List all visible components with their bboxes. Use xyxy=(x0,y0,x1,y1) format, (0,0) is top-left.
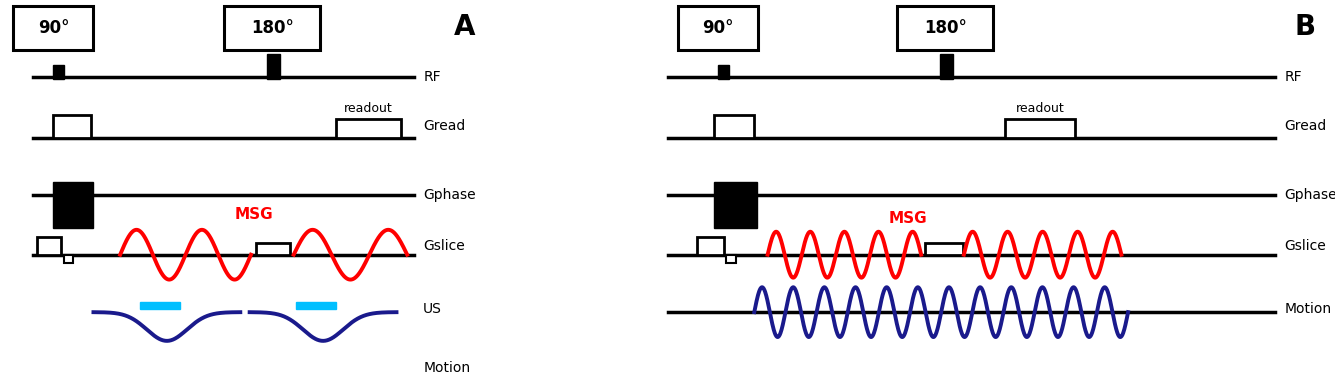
Bar xyxy=(1005,119,1075,138)
Bar xyxy=(336,119,400,138)
Bar xyxy=(697,237,724,255)
Text: MSG: MSG xyxy=(235,207,272,222)
Bar xyxy=(37,237,61,255)
Text: Gread: Gread xyxy=(1284,119,1327,133)
Text: RF: RF xyxy=(1284,70,1302,83)
Bar xyxy=(714,115,754,138)
Text: Gread: Gread xyxy=(423,119,466,133)
Bar xyxy=(224,6,320,50)
Bar xyxy=(714,182,757,228)
Text: MSG: MSG xyxy=(889,211,926,226)
Text: US: US xyxy=(423,302,442,316)
Bar xyxy=(140,302,180,309)
Bar xyxy=(718,65,729,79)
Bar xyxy=(256,243,290,255)
Bar xyxy=(64,255,73,263)
Text: B: B xyxy=(1295,13,1316,41)
Bar xyxy=(53,182,93,228)
Text: 90°: 90° xyxy=(37,19,69,36)
Text: Gslice: Gslice xyxy=(423,239,465,253)
Text: readout: readout xyxy=(1016,102,1064,115)
Text: RF: RF xyxy=(423,70,441,83)
Bar xyxy=(53,115,91,138)
Bar xyxy=(678,6,758,50)
Text: Motion: Motion xyxy=(423,361,470,375)
Bar xyxy=(296,302,336,309)
Text: Gphase: Gphase xyxy=(1284,188,1335,202)
Bar xyxy=(897,6,993,50)
Text: 90°: 90° xyxy=(702,19,734,36)
Bar xyxy=(940,54,953,79)
Text: Gphase: Gphase xyxy=(423,188,475,202)
Text: A: A xyxy=(454,13,475,41)
Text: 180°: 180° xyxy=(924,19,967,36)
Text: readout: readout xyxy=(344,102,392,115)
Bar xyxy=(726,255,736,263)
Text: 180°: 180° xyxy=(251,19,294,36)
Bar xyxy=(925,243,963,255)
Text: Motion: Motion xyxy=(1284,302,1331,316)
Bar xyxy=(267,54,280,79)
Bar xyxy=(13,6,93,50)
Bar xyxy=(53,65,64,79)
Text: Gslice: Gslice xyxy=(1284,239,1326,253)
